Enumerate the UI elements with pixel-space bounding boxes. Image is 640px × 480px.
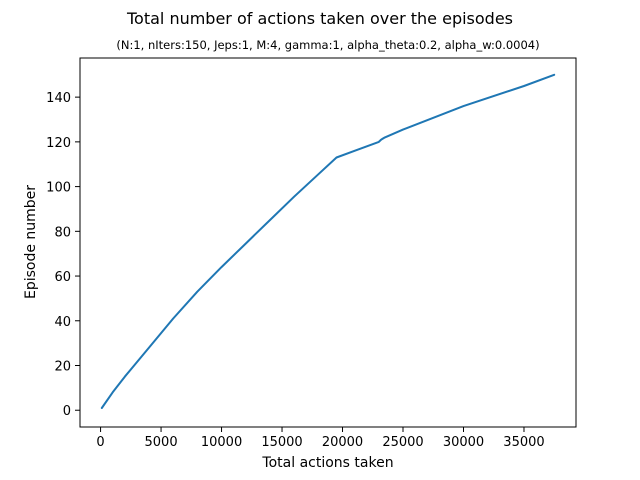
- x-tick-label: 5000: [145, 435, 178, 450]
- y-tick-label: 80: [54, 225, 71, 240]
- x-tick-label: 35000: [503, 435, 544, 450]
- y-tick-label: 140: [46, 91, 71, 106]
- x-axis-label: Total actions taken: [261, 455, 393, 471]
- series-layer: [100, 73, 556, 409]
- y-tick-label: 60: [54, 270, 71, 285]
- y-tick-label: 40: [54, 315, 71, 330]
- y-axis-label: Episode number: [23, 185, 39, 299]
- series-line: [100, 73, 556, 409]
- y-tick-label: 120: [46, 136, 71, 151]
- chart-title: Total number of actions taken over the e…: [126, 9, 513, 28]
- x-tick-label: 10000: [201, 435, 242, 450]
- x-tick-label: 0: [96, 435, 104, 450]
- plot-area: 0 5000 10000 15000 20000 25000 30000 35000 0 20 4…: [46, 57, 577, 450]
- x-tick-label: 25000: [382, 435, 423, 450]
- y-tick-label: 20: [54, 360, 71, 375]
- y-tick-label: 100: [46, 181, 71, 196]
- chart-subtitle: (N:1, nIters:150, Jeps:1, M:4, gamma:1, …: [116, 38, 539, 52]
- x-tick-label: 30000: [443, 435, 484, 450]
- axes-frame: [79, 57, 577, 428]
- y-axis: 0 20 40 60 80 100 120 140: [46, 91, 80, 419]
- x-tick-label: 15000: [261, 435, 302, 450]
- y-tick-label: 0: [63, 404, 71, 419]
- x-tick-label: 20000: [322, 435, 363, 450]
- x-axis: 0 5000 10000 15000 20000 25000 30000 35000: [96, 427, 545, 450]
